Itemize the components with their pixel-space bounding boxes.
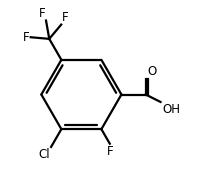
Text: F: F — [62, 11, 69, 24]
Text: F: F — [38, 7, 45, 20]
Text: F: F — [106, 145, 113, 158]
Text: F: F — [23, 31, 29, 44]
Text: OH: OH — [162, 103, 180, 116]
Text: Cl: Cl — [39, 148, 50, 161]
Text: O: O — [147, 65, 157, 78]
